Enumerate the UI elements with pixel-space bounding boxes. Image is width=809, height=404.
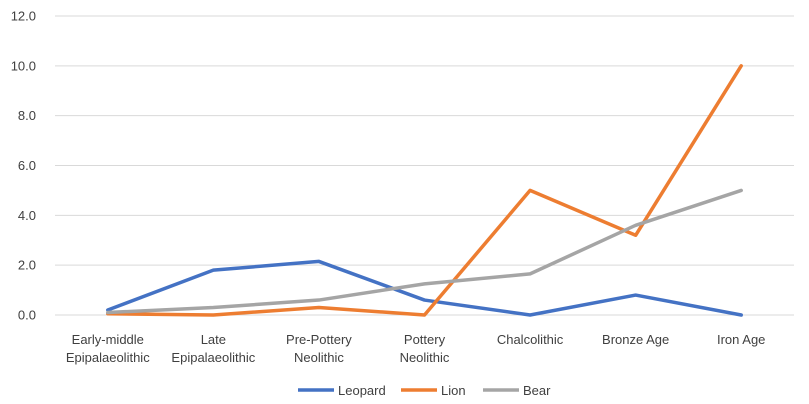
legend-item-lion: Lion	[401, 383, 466, 398]
x-axis-tick-labels: Early-middle Epipalaeolithic Late Epipalaeo…	[66, 332, 766, 365]
x-tick-label-line: Neolithic	[294, 350, 344, 365]
y-tick-label: 8.0	[18, 108, 36, 123]
series-line-bear	[106, 188, 743, 315]
x-tick-label-line: Iron Age	[717, 332, 765, 347]
y-tick-label: 6.0	[18, 158, 36, 173]
legend-item-leopard: Leopard	[298, 383, 386, 398]
x-tick-label-line: Chalcolithic	[497, 332, 564, 347]
x-tick-label-line: Early-middle	[72, 332, 144, 347]
y-axis-tick-labels: 0.0 2.0 4.0 6.0 8.0 10.0 12.0	[11, 9, 36, 323]
x-tick-label: Pottery Neolithic	[400, 332, 450, 365]
x-tick-label: Iron Age	[717, 332, 765, 347]
series-line-lion	[106, 64, 743, 317]
x-tick-label: Early-middle Epipalaeolithic	[66, 332, 150, 365]
y-tick-label: 4.0	[18, 208, 36, 223]
series-lines	[106, 64, 743, 317]
x-tick-label: Bronze Age	[602, 332, 669, 347]
x-tick-label-line: Epipalaeolithic	[171, 350, 255, 365]
y-tick-label: 12.0	[11, 9, 36, 24]
legend-item-bear: Bear	[483, 383, 551, 398]
x-tick-label: Chalcolithic	[497, 332, 564, 347]
x-tick-label-line: Pre-Pottery	[286, 332, 352, 347]
y-tick-label: 2.0	[18, 258, 36, 273]
legend: Leopard Lion Bear	[298, 383, 551, 398]
legend-label: Bear	[523, 383, 551, 398]
legend-label: Lion	[441, 383, 466, 398]
x-tick-label: Pre-Pottery Neolithic	[286, 332, 352, 365]
x-tick-label-line: Late	[201, 332, 226, 347]
x-tick-label-line: Neolithic	[400, 350, 450, 365]
legend-label: Leopard	[338, 383, 386, 398]
gridlines	[55, 15, 794, 316]
x-tick-label-line: Bronze Age	[602, 332, 669, 347]
y-tick-label: 0.0	[18, 308, 36, 323]
series-line-leopard	[106, 259, 743, 317]
x-tick-label-line: Pottery	[404, 332, 446, 347]
x-tick-label-line: Epipalaeolithic	[66, 350, 150, 365]
x-tick-label: Late Epipalaeolithic	[171, 332, 255, 365]
y-tick-label: 10.0	[11, 58, 36, 73]
